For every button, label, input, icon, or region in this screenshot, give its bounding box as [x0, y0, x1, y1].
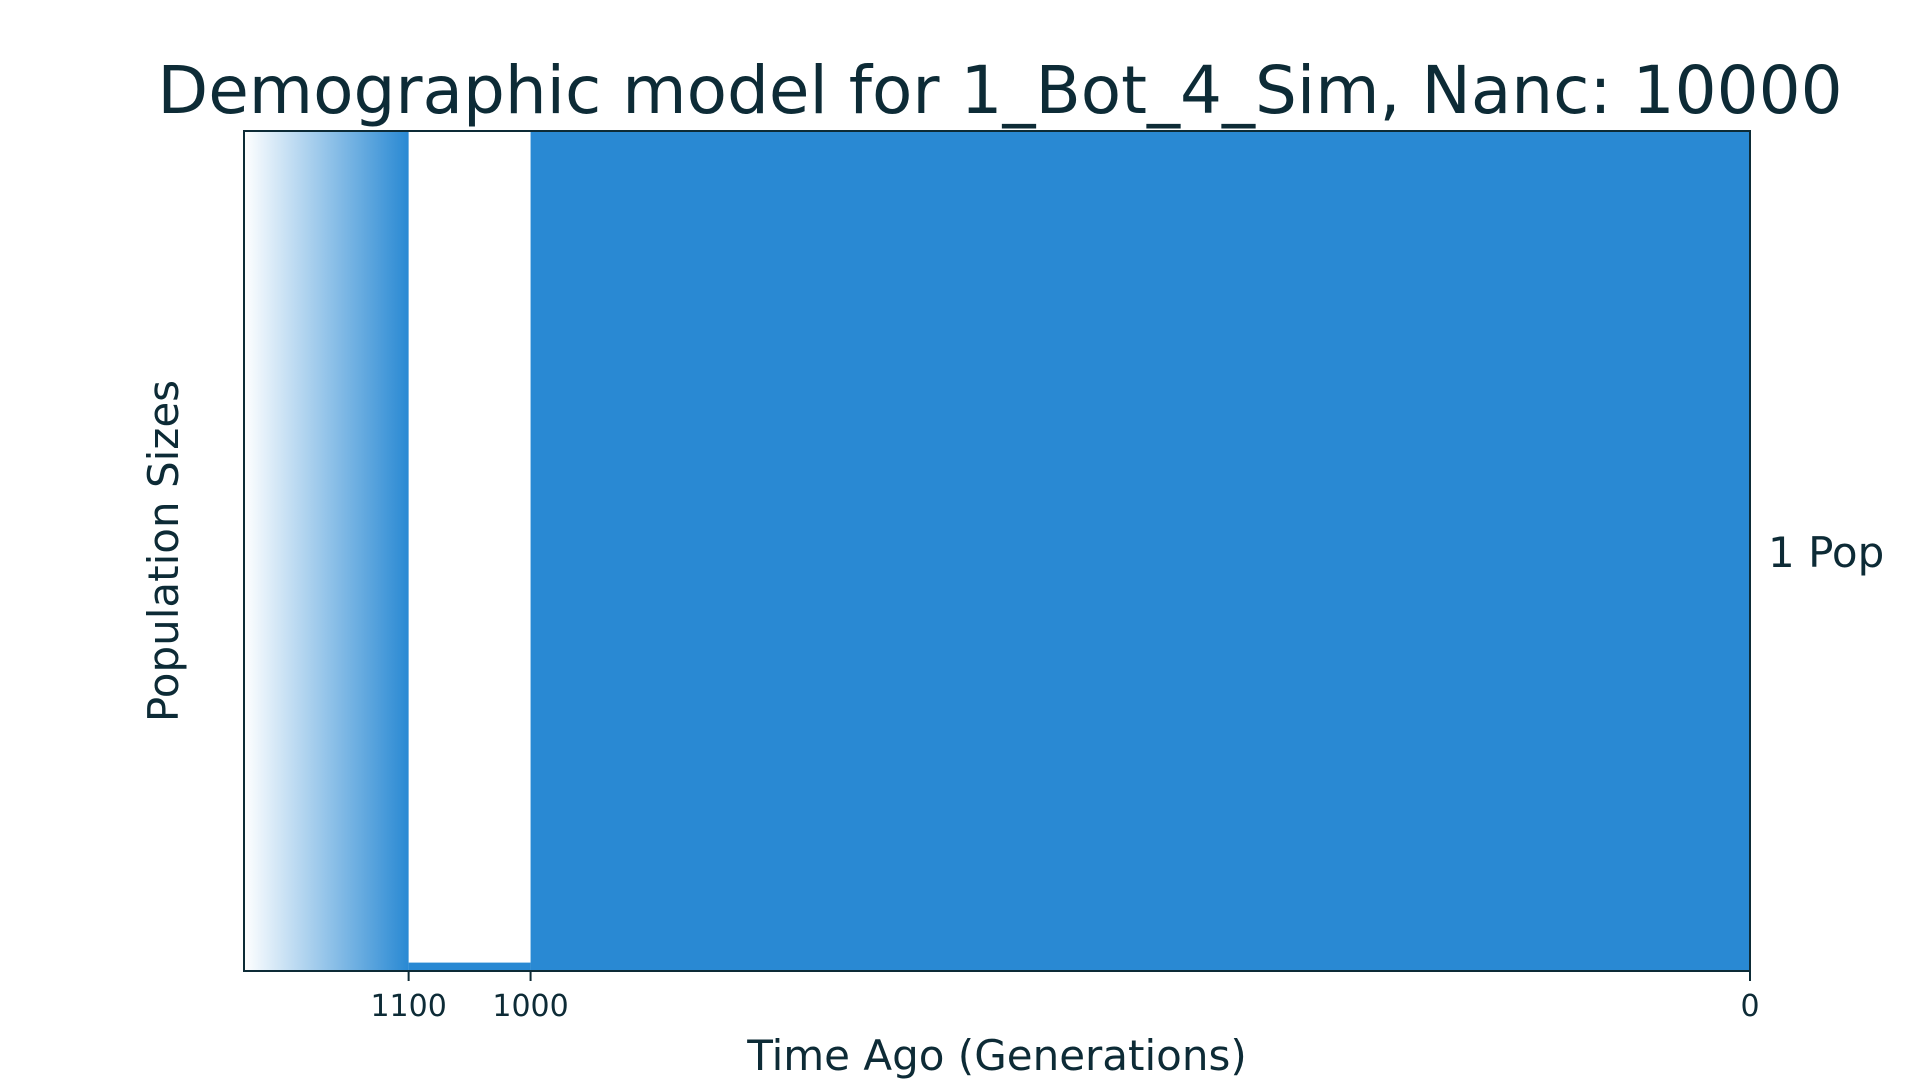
x-tick-label: 1000 [492, 989, 568, 1024]
chart-title: Demographic model for 1_Bot_4_Sim, Nanc:… [157, 52, 1842, 129]
plot-area [244, 131, 1750, 971]
x-tick-label: 1100 [370, 989, 446, 1024]
plot-frame [243, 130, 1751, 972]
epoch-block-2 [530, 131, 1750, 971]
population-label: 1 Pop [1768, 528, 1884, 577]
x-axis-ticks: 1100 1000 0 [370, 971, 1760, 1024]
ancestral-gradient-band [244, 131, 409, 971]
epoch-block-1 [408, 962, 531, 971]
x-tick-label: 0 [1740, 989, 1759, 1024]
y-axis-label: Population Sizes [139, 380, 188, 722]
x-axis-label: Time Ago (Generations) [746, 1031, 1247, 1080]
